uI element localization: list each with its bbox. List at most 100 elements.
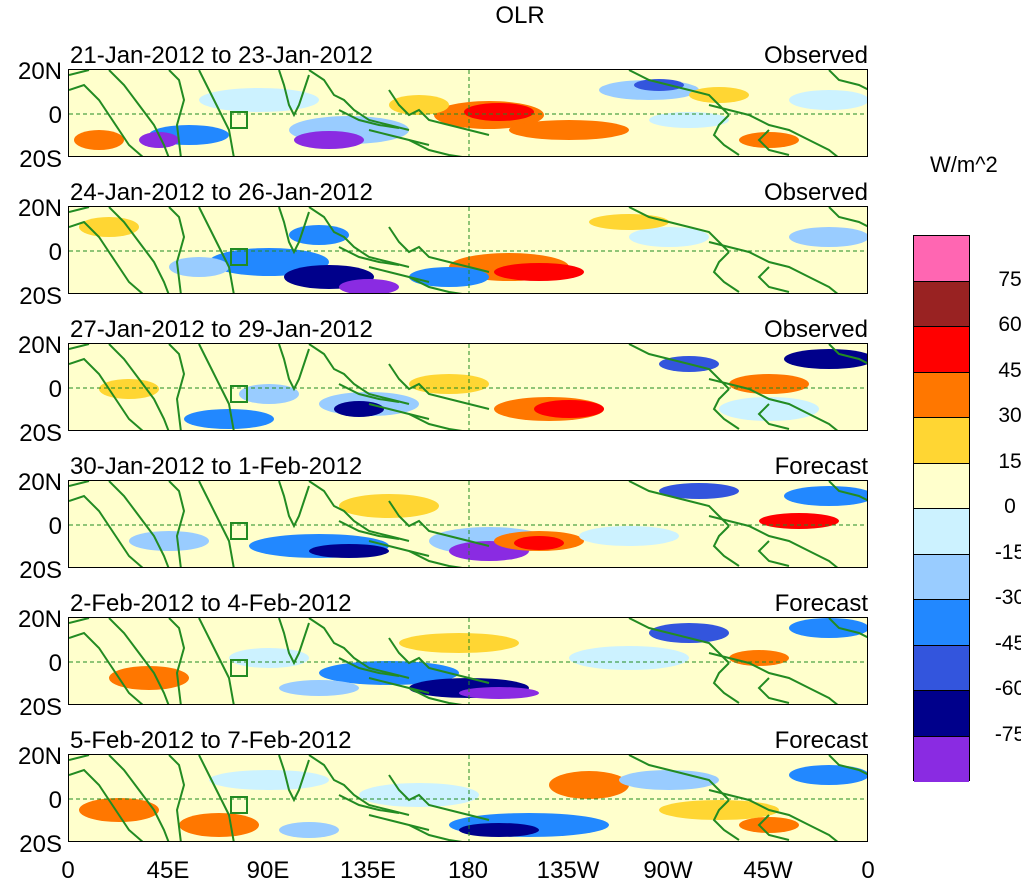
olr-anomaly-map xyxy=(69,755,867,841)
olr-anomaly-map xyxy=(69,481,867,567)
latitude-label: 20S xyxy=(19,831,62,858)
coastline xyxy=(308,207,410,268)
coastline xyxy=(712,114,740,156)
longitude-label: 180 xyxy=(447,857,489,884)
colorbar-tick-label: -75 xyxy=(994,722,1021,746)
region-box xyxy=(230,796,248,814)
anomaly-region xyxy=(339,279,399,293)
colorbar-tick-label: 15 xyxy=(998,449,1021,473)
coastline xyxy=(708,378,839,430)
anomaly-region xyxy=(74,130,124,150)
coastline xyxy=(69,618,170,704)
coastline xyxy=(757,540,790,567)
panel-date-range: 21-Jan-2012 to 23-Jan-2012 xyxy=(70,42,373,69)
map-field xyxy=(68,206,868,294)
anomaly-region xyxy=(129,531,209,551)
anomaly-region xyxy=(739,817,799,833)
coastline xyxy=(628,755,730,801)
longitude-label: 135W xyxy=(536,857,600,884)
coastline xyxy=(69,768,144,841)
anomaly-region xyxy=(179,813,259,837)
anomaly-region xyxy=(464,103,534,121)
colorbar-swatch xyxy=(914,463,969,509)
coastline xyxy=(278,755,310,803)
region-box xyxy=(230,385,248,403)
coastline xyxy=(278,481,310,529)
panel-type-label: Observed xyxy=(763,42,868,69)
colorbar-tick-label: -45 xyxy=(994,631,1021,655)
coastline xyxy=(408,413,463,430)
coastline xyxy=(828,755,867,776)
anomaly-region xyxy=(514,536,564,550)
coastline xyxy=(69,344,170,430)
coastline xyxy=(278,70,310,118)
coastline xyxy=(712,525,740,567)
olr-anomaly-map xyxy=(69,618,867,704)
coastline xyxy=(708,789,839,841)
anomaly-region xyxy=(659,483,739,499)
coastline xyxy=(338,794,430,831)
coastline xyxy=(757,677,790,704)
latitude-label: 20S xyxy=(19,694,62,721)
anomaly-region xyxy=(239,384,299,404)
colorbar-swatch xyxy=(914,645,969,691)
panel-date-range: 5-Feb-2012 to 7-Feb-2012 xyxy=(70,727,352,754)
longitude-label: 90W xyxy=(643,857,693,884)
coastline xyxy=(308,344,410,405)
anomaly-region xyxy=(184,409,274,429)
anomaly-region xyxy=(334,401,384,417)
coastline xyxy=(388,89,490,136)
coastline xyxy=(388,774,490,821)
olr-anomaly-map xyxy=(69,70,867,156)
anomaly-region xyxy=(739,132,799,148)
anomaly-region xyxy=(789,765,867,785)
coastline xyxy=(308,618,410,679)
map-panel: 21-Jan-2012 to 23-Jan-2012 Observed 20N 0 20… xyxy=(0,42,880,173)
anomaly-region xyxy=(569,646,689,670)
anomaly-region xyxy=(399,633,519,653)
colorbar-swatch xyxy=(914,418,969,464)
anomaly-region xyxy=(789,618,867,638)
colorbar-swatch xyxy=(914,236,969,282)
colorbar-units: W/m^2 xyxy=(930,152,998,177)
colorbar-tick-label: 75 xyxy=(998,267,1021,291)
anomaly-region xyxy=(634,79,684,91)
anomaly-region xyxy=(689,87,749,103)
anomaly-region xyxy=(729,650,789,666)
coastline xyxy=(69,631,144,704)
map-field xyxy=(68,754,868,842)
anomaly-region xyxy=(409,374,489,394)
coastline xyxy=(388,500,490,547)
coastline xyxy=(628,481,730,527)
colorbar-tick-label: -30 xyxy=(994,586,1021,609)
panel-type-label: Forecast xyxy=(774,727,868,754)
region-box xyxy=(230,248,248,266)
anomaly-region xyxy=(509,120,629,140)
coastline xyxy=(628,70,730,116)
colorbar-tick-label: -60 xyxy=(994,677,1021,700)
coastline xyxy=(338,657,430,694)
coastline xyxy=(278,618,310,666)
map-field xyxy=(68,343,868,431)
coastline xyxy=(168,207,186,293)
anomaly-region xyxy=(109,666,189,690)
panel-type-label: Observed xyxy=(763,316,868,343)
anomaly-region xyxy=(649,112,729,128)
anomaly-region xyxy=(339,494,439,518)
colorbar-tick-label: 0 xyxy=(1004,495,1016,518)
chart-title: OLR xyxy=(495,2,545,29)
anomaly-region xyxy=(459,687,539,699)
coastline xyxy=(278,207,310,255)
colorbar-swatch xyxy=(914,372,969,418)
coastline xyxy=(757,403,790,430)
map-panel: 24-Jan-2012 to 26-Jan-2012 Observed 20N 0 20… xyxy=(0,179,880,310)
coastline xyxy=(712,251,740,293)
colorbar-swatch xyxy=(914,554,969,600)
colorbar-swatch xyxy=(914,691,969,737)
coastline xyxy=(828,618,867,639)
map-field xyxy=(68,480,868,568)
anomaly-region xyxy=(759,513,839,529)
coastline xyxy=(308,755,410,816)
anomaly-region xyxy=(784,349,867,369)
colorbar-tick-label: 30 xyxy=(998,404,1021,427)
